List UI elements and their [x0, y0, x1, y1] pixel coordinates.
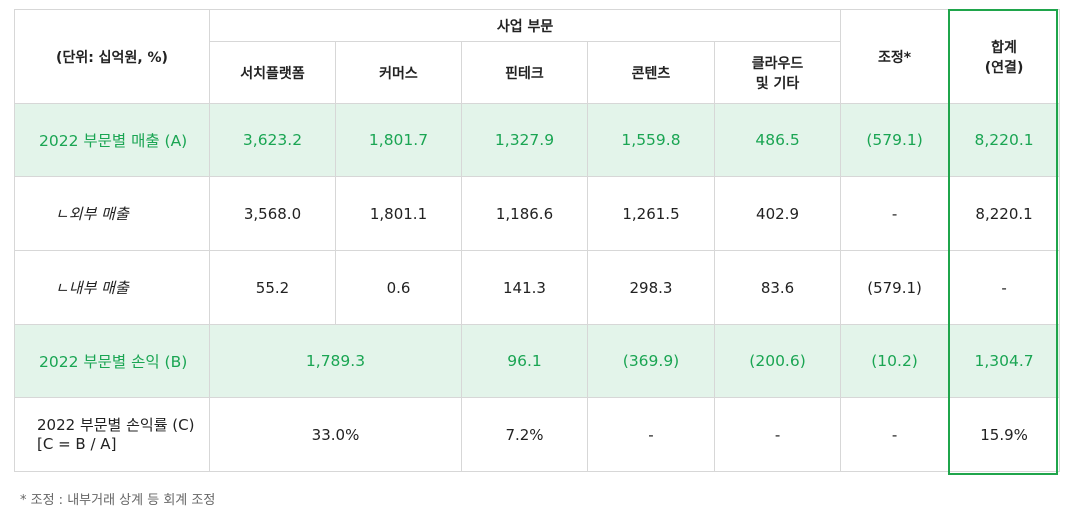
table-cell: -: [713, 397, 842, 472]
table-cell: 0.6: [335, 250, 462, 325]
table-cell: 3,568.0: [209, 176, 336, 251]
col-header-search-platform: 서치플랫폼: [209, 41, 336, 104]
table-cell: -: [587, 397, 715, 472]
row-label-margin: 2022 부문별 손익률 (C) [C = B / A]: [14, 397, 210, 472]
table-cell: (369.9): [587, 324, 715, 398]
business-segment-header: 사업 부문: [208, 9, 842, 42]
row-label-revenue: 2022 부문별 매출 (A): [14, 103, 210, 177]
col-header-cloud-line1: 클라우드: [751, 55, 804, 72]
unit-label: (단위: 십억원, %): [14, 9, 210, 104]
row-label-margin-line2: [C = B / A]: [37, 434, 117, 453]
col-header-cloud-line2: 및 기타: [755, 75, 800, 92]
row-label-margin-line1: 2022 부문별 손익률 (C): [37, 415, 195, 434]
table-cell: 7.2%: [461, 397, 588, 472]
segment-table-container: (단위: 십억원, %) 사업 부문 조정* 합계 (연결) 서치플랫폼 커머스…: [14, 9, 1061, 472]
table-row-margin: 2022 부문별 손익률 (C) [C = B / A] 33.0% 7.2% …: [14, 397, 1061, 472]
total-header-line2: (연결): [984, 59, 1024, 76]
table-cell: 402.9: [713, 176, 842, 251]
table-cell-total: -: [948, 250, 1061, 325]
table-cell: 1,261.5: [587, 176, 715, 251]
col-header-fintech: 핀테크: [461, 41, 588, 104]
table-cell: 83.6: [713, 250, 842, 325]
table-cell: 1,801.1: [335, 176, 462, 251]
row-label-profit: 2022 부문별 손익 (B): [14, 324, 210, 398]
table-cell: 1,327.9: [461, 103, 588, 177]
table-cell: 486.5: [713, 103, 842, 177]
header-row-1: (단위: 십억원, %) 사업 부문 조정* 합계 (연결): [14, 9, 1061, 104]
col-header-commerce: 커머스: [335, 41, 462, 104]
total-header-line1: 합계: [991, 39, 1017, 56]
table-row-internal: ㄴ내부 매출 55.2 0.6 141.3 298.3 83.6 (579.1)…: [14, 250, 1061, 325]
table-cell-total: 8,220.1: [948, 103, 1061, 177]
footnote: * 조정 : 내부거래 상계 등 회계 조정: [20, 493, 216, 508]
segment-results-table: (단위: 십억원, %) 사업 부문 조정* 합계 (연결) 서치플랫폼 커머스…: [14, 9, 1061, 472]
table-cell: (200.6): [713, 324, 842, 398]
table-cell: 33.0%: [209, 397, 462, 472]
table-cell-total: 8,220.1: [948, 176, 1061, 251]
row-label-external: ㄴ외부 매출: [14, 176, 210, 251]
table-cell: 1,559.8: [587, 103, 715, 177]
col-header-content: 콘텐츠: [587, 41, 715, 104]
table-cell: -: [840, 176, 950, 251]
header-row-2: 서치플랫폼 커머스 핀테크 콘텐츠 클라우드 및 기타: [15, 41, 1060, 104]
table-cell: -: [840, 397, 950, 472]
table-cell-total: 15.9%: [948, 397, 1061, 472]
table-cell: (10.2): [840, 324, 950, 398]
row-label-internal: ㄴ내부 매출: [14, 250, 210, 325]
table-cell: 1,186.6: [461, 176, 588, 251]
table-cell: 96.1: [461, 324, 588, 398]
total-header: 합계 (연결): [948, 9, 1061, 104]
table-cell: 298.3: [587, 250, 715, 325]
col-header-cloud-etc: 클라우드 및 기타: [713, 41, 842, 104]
table-cell: 141.3: [461, 250, 588, 325]
table-row-external: ㄴ외부 매출 3,568.0 1,801.1 1,186.6 1,261.5 4…: [14, 176, 1061, 251]
table-cell: 55.2: [209, 250, 336, 325]
table-row-profit: 2022 부문별 손익 (B) 1,789.3 96.1 (369.9) (20…: [14, 324, 1061, 398]
table-cell: 1,801.7: [335, 103, 462, 177]
table-cell-total: 1,304.7: [948, 324, 1061, 398]
table-row-revenue: 2022 부문별 매출 (A) 3,623.2 1,801.7 1,327.9 …: [14, 103, 1061, 177]
table-cell: (579.1): [840, 103, 950, 177]
adjustment-header: 조정*: [840, 9, 950, 104]
table-cell: 1,789.3: [209, 324, 462, 398]
table-cell: 3,623.2: [209, 103, 336, 177]
table-cell: (579.1): [840, 250, 950, 325]
